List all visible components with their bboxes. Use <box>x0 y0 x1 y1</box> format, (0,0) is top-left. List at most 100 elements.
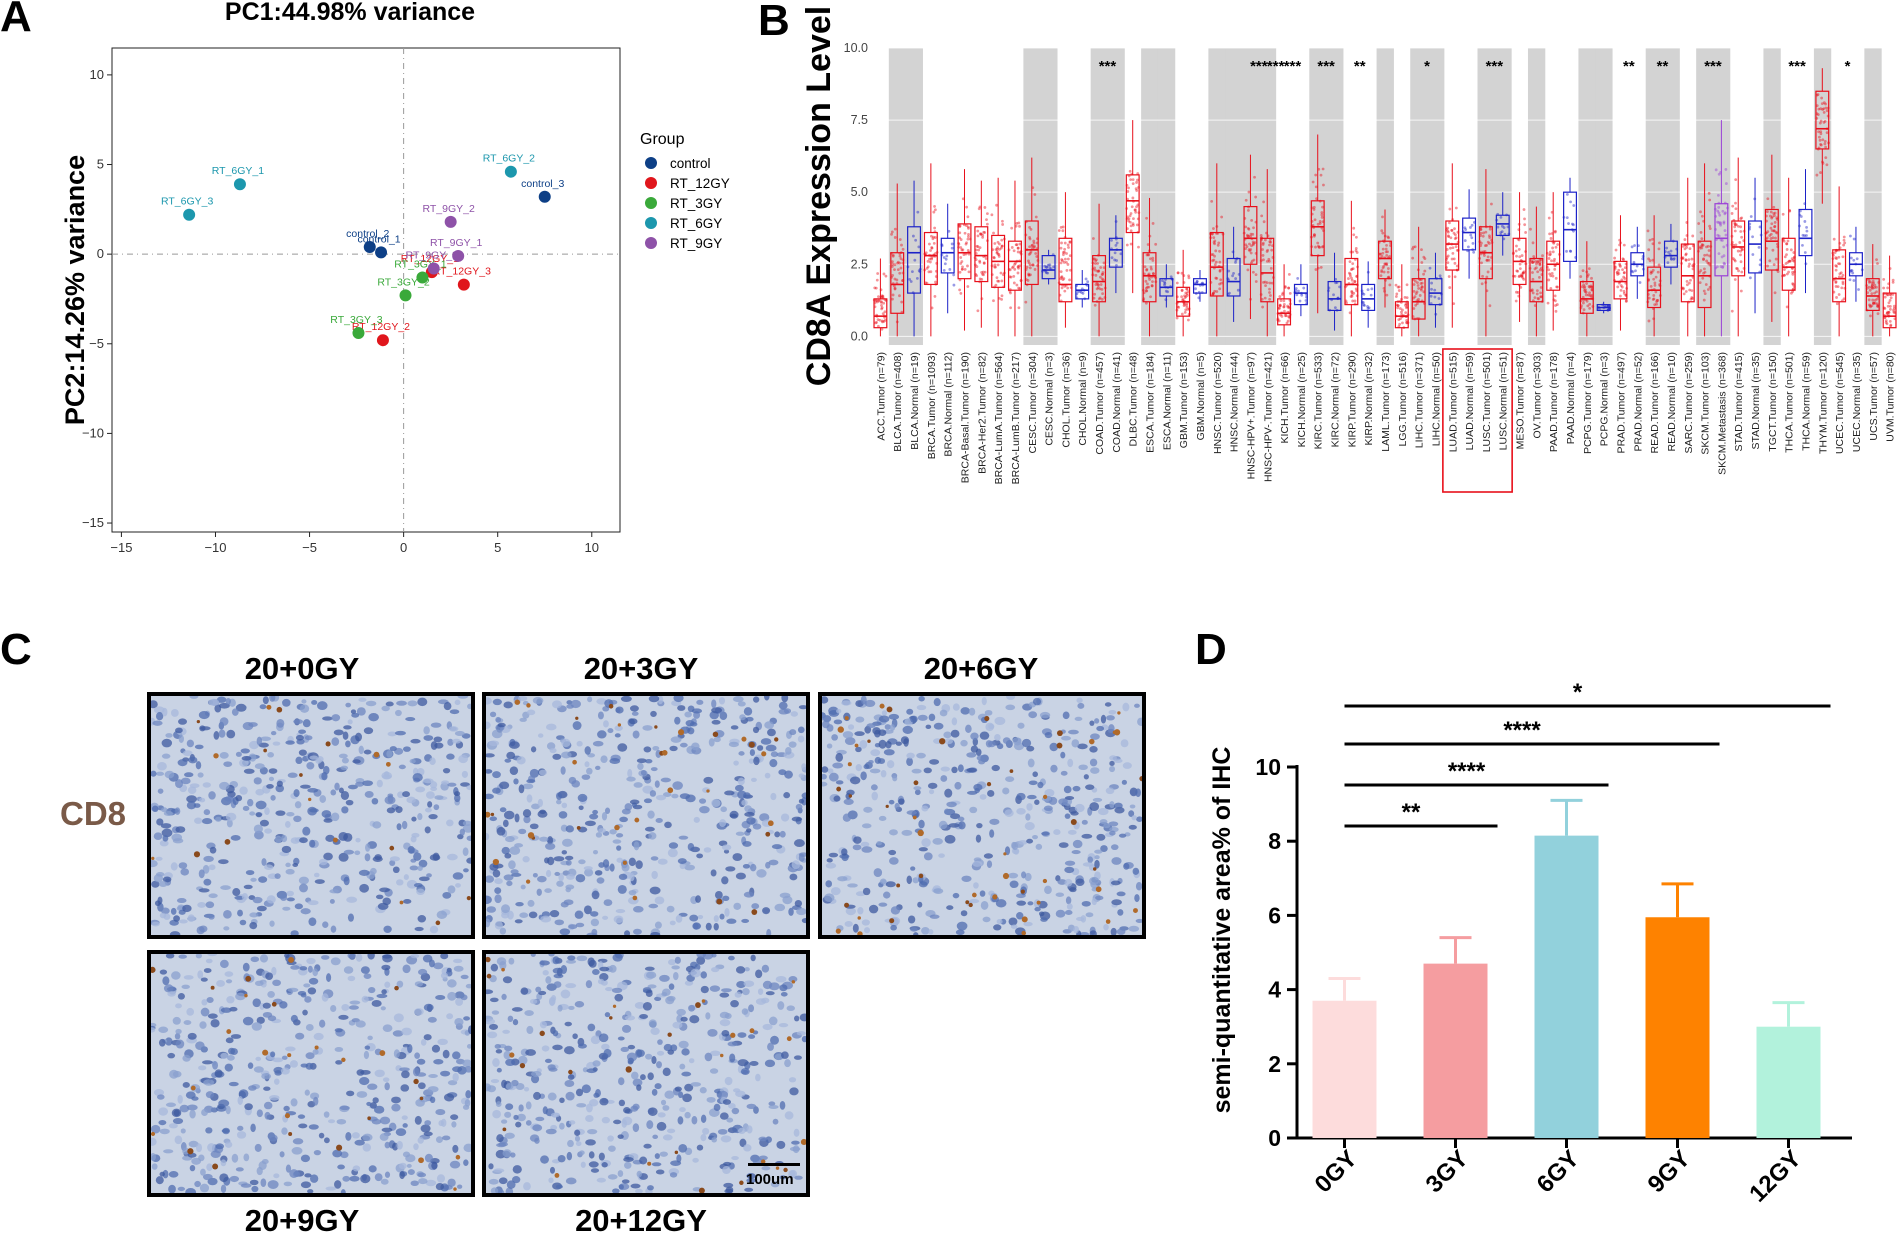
ihc-nucleus <box>230 1176 239 1182</box>
pca-y-tick-label: −10 <box>82 425 104 440</box>
ihc-nucleus <box>399 765 406 770</box>
boxplot-point <box>1270 249 1273 252</box>
ihc-nucleus <box>348 719 353 724</box>
ihc-nucleus <box>973 882 979 888</box>
ihc-cd8-cell <box>969 903 973 907</box>
ihc-nucleus <box>664 822 672 828</box>
boxplot-point <box>1136 224 1139 227</box>
ihc-nucleus <box>322 810 332 818</box>
boxplot-point <box>1740 271 1743 274</box>
ihc-nucleus <box>258 876 267 883</box>
bar-category-label-0gy: 0GY <box>1310 1145 1363 1198</box>
ihc-cd8-cell <box>308 798 311 801</box>
boxplot-point <box>1700 237 1703 240</box>
boxplot-point <box>1874 299 1877 302</box>
boxplot-point <box>1180 295 1183 298</box>
ihc-nucleus <box>565 1092 574 1101</box>
ihc-nucleus <box>403 1152 410 1158</box>
ihc-nucleus <box>1004 809 1013 817</box>
ihc-nucleus <box>743 792 751 798</box>
ihc-nucleus <box>433 853 440 861</box>
ihc-nucleus <box>566 874 575 880</box>
boxplot-point <box>1783 240 1786 243</box>
ihc-nucleus <box>564 1046 575 1054</box>
boxplot-point <box>1176 317 1179 320</box>
ihc-cd8-cell <box>992 894 997 899</box>
ihc-nucleus <box>1073 840 1083 848</box>
ihc-nucleus <box>504 759 511 763</box>
ihc-nucleus <box>161 807 167 812</box>
ihc-nucleus <box>344 850 354 855</box>
boxplot-point <box>1067 246 1070 249</box>
ihc-nucleus <box>273 742 281 746</box>
ihc-nucleus <box>590 911 598 917</box>
boxplot-point <box>992 256 995 259</box>
ihc-nucleus <box>373 856 383 862</box>
ihc-nucleus <box>652 1089 658 1096</box>
boxplot-point <box>1387 267 1390 270</box>
ihc-nucleus <box>1094 850 1102 854</box>
ihc-nucleus <box>795 900 802 907</box>
ihc-nucleus <box>843 814 851 822</box>
boxplot-point <box>1287 320 1290 323</box>
ihc-nucleus <box>506 881 512 886</box>
ihc-nucleus <box>329 889 339 893</box>
boxplot-point <box>1262 254 1265 257</box>
boxplot-category-label: COAD.Normal (n=41) <box>1111 352 1123 453</box>
boxplot-point <box>1262 200 1265 203</box>
ihc-nucleus <box>746 717 754 722</box>
ihc-cd8-cell <box>326 741 331 746</box>
ihc-nucleus <box>862 823 872 828</box>
boxplot-point <box>1381 232 1384 235</box>
ihc-nucleus <box>1131 815 1137 820</box>
ihc-nucleus <box>285 740 294 744</box>
boxplot-point <box>1704 292 1707 295</box>
ihc-nucleus <box>494 878 503 884</box>
ihc-nucleus <box>988 724 994 729</box>
boxplot-point <box>1882 287 1885 290</box>
boxplot-point <box>1114 251 1117 254</box>
boxplot-point <box>912 235 915 238</box>
ihc-nucleus <box>396 879 404 885</box>
boxplot-point <box>1146 254 1149 257</box>
ihc-nucleus <box>335 1060 342 1065</box>
ihc-nucleus <box>321 772 327 780</box>
ihc-nucleus <box>864 927 870 933</box>
ihc-nucleus <box>157 1094 165 1099</box>
boxplot-point <box>1060 270 1063 273</box>
boxplot-point <box>1017 272 1020 275</box>
boxplot-point <box>1816 174 1819 177</box>
boxplot-point <box>1194 287 1197 290</box>
boxplot-point <box>1631 245 1634 248</box>
boxplot-point <box>1870 292 1873 295</box>
pca-point-rt-9gy-3 <box>428 262 440 274</box>
ihc-nucleus <box>602 916 608 920</box>
ihc-nucleus <box>206 1163 212 1171</box>
ihc-cd8-cell <box>266 705 271 710</box>
boxplot-point <box>1887 311 1890 314</box>
ihc-nucleus <box>753 727 759 733</box>
ihc-nucleus <box>173 1118 183 1124</box>
boxplot-point <box>900 267 903 270</box>
ihc-nucleus <box>236 752 242 757</box>
boxplot-point <box>1871 284 1874 287</box>
boxplot-point <box>966 215 969 218</box>
boxplot-point <box>1063 290 1066 293</box>
ihc-nucleus <box>374 1106 384 1114</box>
ihc-nucleus <box>196 761 202 769</box>
ihc-background <box>151 696 471 935</box>
ihc-nucleus <box>250 878 256 882</box>
boxplot-point <box>1633 261 1636 264</box>
ihc-nucleus <box>657 1122 667 1131</box>
boxplot-point <box>1314 218 1317 221</box>
boxplot-category-label: KIRC.Normal (n=72) <box>1330 352 1342 447</box>
ihc-nucleus <box>892 776 897 782</box>
boxplot-point <box>1416 291 1419 294</box>
ihc-nucleus <box>523 1182 531 1190</box>
ihc-nucleus <box>241 1183 252 1187</box>
boxplot-point <box>899 255 902 258</box>
ihc-nucleus <box>174 1110 180 1117</box>
ihc-nucleus <box>678 858 687 864</box>
ihc-nucleus <box>623 1107 630 1113</box>
ihc-nucleus <box>1040 917 1047 921</box>
